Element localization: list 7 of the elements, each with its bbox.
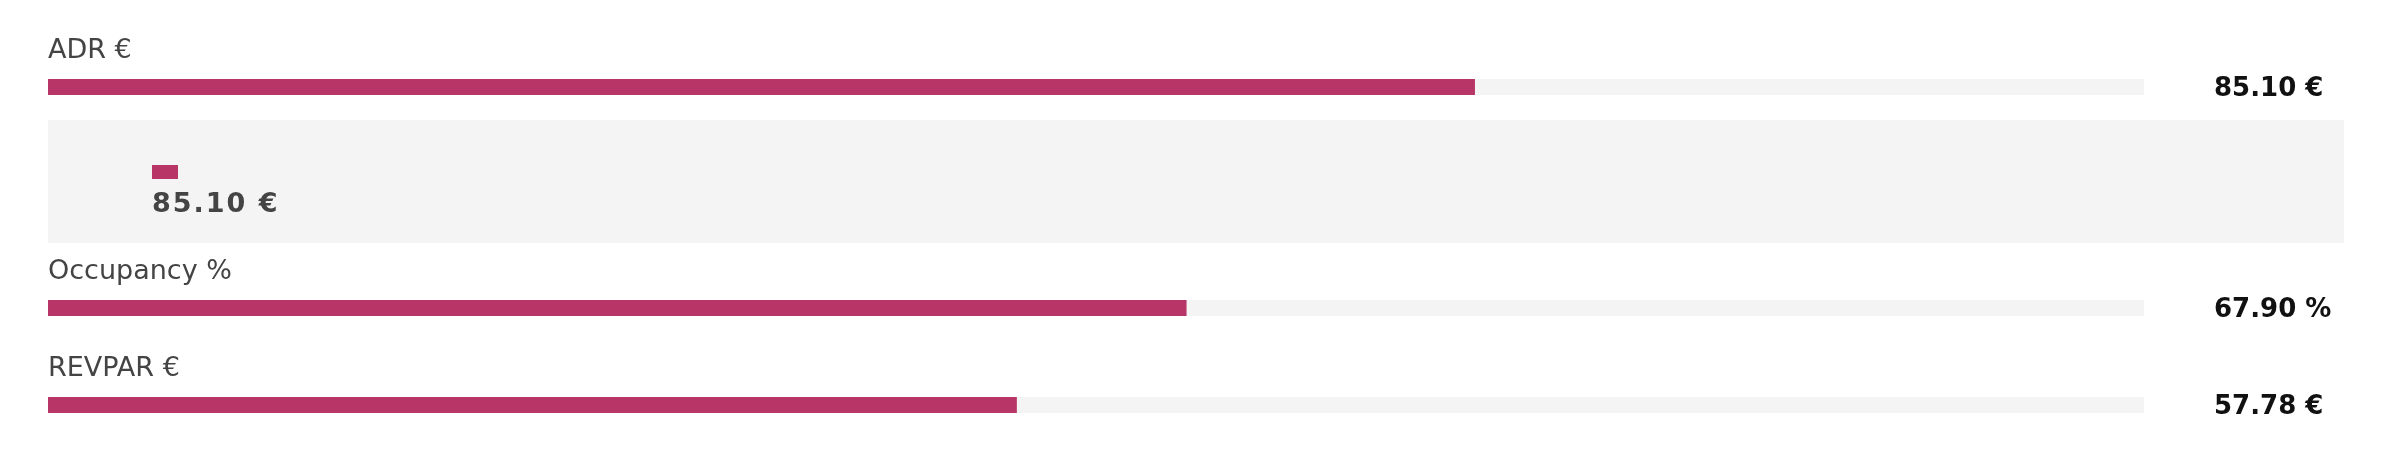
y-tick-label: Occupancy % [48,254,232,285]
data-label: 57.78 € [2214,390,2324,420]
data-label: 67.90 % [2214,293,2332,323]
annotation: 85.10 € [152,187,280,218]
y-tick-label: REVPAR € [48,351,180,382]
y-tick-label: ADR € [48,33,132,64]
data-label: 85.10 € [2214,72,2324,102]
